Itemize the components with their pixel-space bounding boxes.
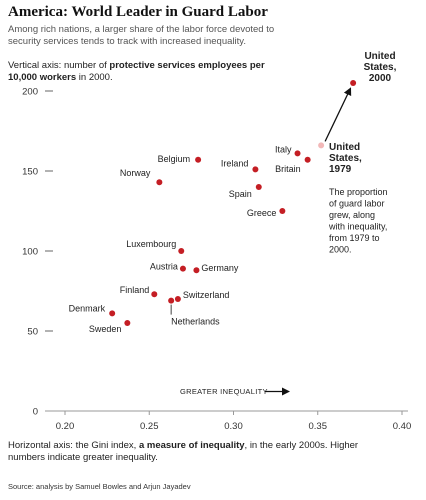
label-austria: Austria — [150, 262, 178, 272]
x-tick-label-3: 0.35 — [309, 421, 328, 432]
point-luxembourg — [178, 248, 185, 254]
point-switzerland — [174, 296, 181, 302]
chart-title: America: World Leader in Guard Labor — [8, 4, 268, 20]
point-sweden — [124, 320, 131, 326]
label-us-2000-line-0: United — [364, 51, 395, 62]
label-netherlands: Netherlands — [171, 317, 220, 327]
point-denmark — [109, 310, 116, 317]
y-tick-label-3: 150 — [22, 167, 38, 178]
label-spain: Spain — [229, 189, 252, 199]
label-us-2000-line-1: States, — [364, 62, 397, 73]
y-axis-description: Vertical axis: number of protective serv… — [8, 60, 268, 84]
label-us-1979-line-0: United — [329, 142, 360, 153]
axes: 0.20 0.25 0.30 0.35 0.40 0 50 100 150 200 — [22, 87, 411, 433]
us-note-line-0: The proportion — [329, 187, 388, 197]
label-norway: Norway — [120, 168, 151, 178]
x-tick-label-4: 0.40 — [393, 421, 412, 432]
label-germany: Germany — [201, 263, 239, 273]
direction-label: GREATER INEQUALITY — [180, 387, 268, 396]
point-spain — [255, 184, 262, 190]
x-tick-label-0: 0.20 — [56, 421, 75, 432]
annotations: GREATER INEQUALITY — [170, 87, 352, 396]
point-britain — [304, 156, 311, 163]
point-norway — [156, 179, 163, 186]
us-note-line-3: with inequality, — [328, 222, 387, 232]
y-tick-label-1: 50 — [27, 327, 38, 338]
us-note-line-5: 2000. — [329, 245, 352, 255]
chart-subtitle: Among rich nations, a larger share of th… — [8, 24, 275, 47]
point-germany — [193, 267, 200, 274]
point-united-states-2000 — [350, 80, 357, 86]
point-labels: Belgium Norway Ireland Italy Britain Spain Gre… — [69, 51, 397, 334]
label-us-2000-line-2: 2000 — [369, 73, 392, 84]
point-ireland — [252, 166, 259, 173]
y-tick-label-0: 0 — [33, 407, 38, 418]
point-austria — [179, 265, 186, 272]
point-greece — [279, 208, 286, 214]
label-sweden: Sweden — [89, 324, 122, 334]
label-britain: Britain — [275, 164, 301, 174]
point-united-states-1979 — [318, 142, 325, 149]
label-ireland: Ireland — [221, 158, 249, 168]
us-note-line-2: grew, along — [329, 210, 375, 220]
source-note: Source: analysis by Samuel Bowles and Ar… — [8, 482, 191, 491]
label-us-1979-line-2: 1979 — [329, 164, 352, 175]
x-axis-description: Horizontal axis: the Gini index, a measu… — [8, 440, 378, 464]
x-axis-description-bold: a measure of inequality — [138, 440, 245, 451]
point-belgium — [195, 156, 202, 163]
x-axis-description-prefix: Horizontal axis: the Gini index, — [8, 440, 139, 451]
point-netherlands — [168, 297, 175, 304]
label-us-1979-line-1: States, — [329, 153, 362, 164]
label-italy: Italy — [275, 144, 292, 154]
data-points — [109, 80, 357, 326]
point-italy — [294, 150, 301, 157]
x-tick-label-1: 0.25 — [140, 421, 159, 432]
y-axis-description-suffix: in 2000. — [76, 72, 113, 83]
y-tick-label-4: 200 — [22, 87, 38, 98]
x-axis-description-suffix: , in the early 2000s. Higher numbers ind… — [8, 440, 359, 463]
us-note-line-1: of guard labor — [329, 199, 385, 209]
label-denmark: Denmark — [69, 303, 106, 313]
point-finland — [151, 291, 158, 298]
us-trend-arrow — [324, 87, 352, 142]
label-luxembourg: Luxembourg — [126, 239, 176, 249]
label-greece: Greece — [247, 208, 277, 218]
us-note-line-4: from 1979 to — [329, 233, 380, 243]
label-switzerland: Switzerland — [183, 290, 230, 300]
y-axis-description-bold: protective services employees per 10,000… — [8, 60, 265, 83]
y-tick-label-2: 100 — [22, 247, 38, 258]
label-belgium: Belgium — [158, 154, 191, 164]
x-tick-label-2: 0.30 — [224, 421, 243, 432]
y-axis-description-prefix: Vertical axis: number of — [8, 60, 110, 71]
label-finland: Finland — [120, 285, 150, 295]
